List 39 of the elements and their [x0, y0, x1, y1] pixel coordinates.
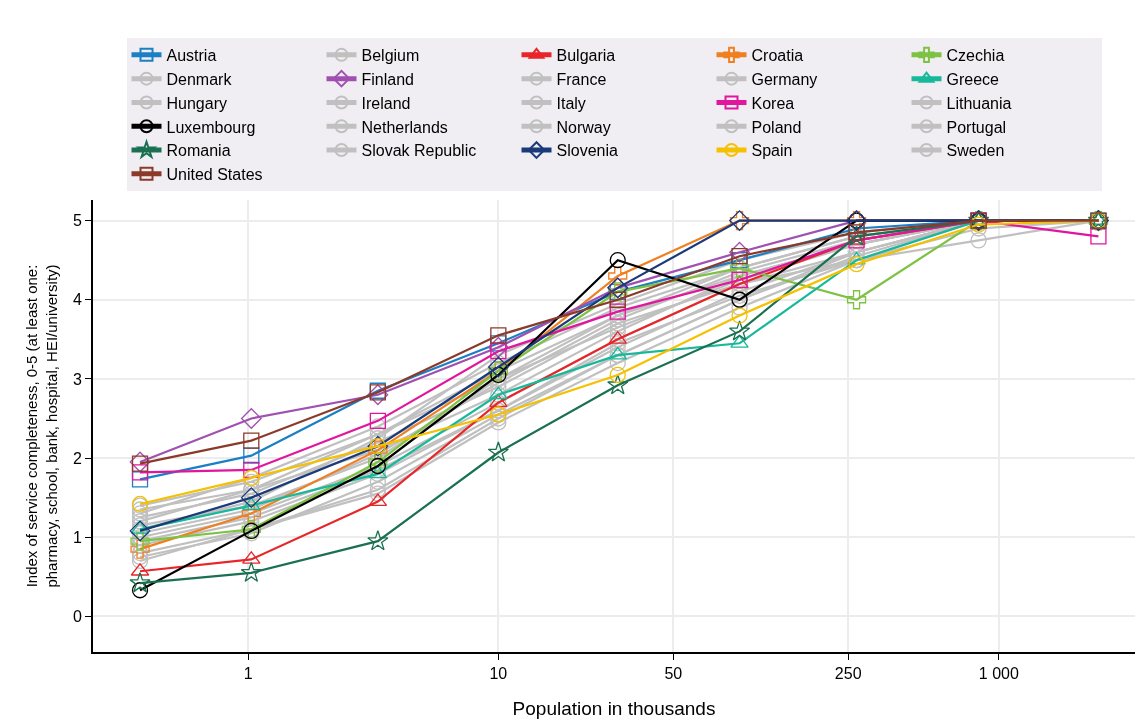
legend-label: Slovenia: [556, 142, 618, 160]
legend-label: Romania: [166, 142, 231, 160]
legend-label: Bulgaria: [556, 47, 616, 65]
y-tick-label: 5: [72, 212, 82, 230]
legend-label: Korea: [751, 94, 795, 112]
legend-label: Ireland: [361, 94, 411, 112]
y-tick-label: 4: [72, 291, 82, 309]
legend-label: Belgium: [361, 47, 420, 65]
legend-label: Czechia: [946, 47, 1005, 65]
legend-label: United States: [166, 166, 263, 184]
legend-label: Germany: [751, 70, 818, 88]
y-tick-label: 0: [72, 607, 82, 625]
legend-label: Norway: [556, 118, 611, 136]
legend-label: Slovak Republic: [361, 142, 477, 160]
legend-label: Italy: [556, 94, 586, 112]
legend-label: Poland: [751, 118, 802, 136]
legend-label: Netherlands: [361, 118, 448, 136]
legend-label: Greece: [946, 70, 1000, 88]
legend-label: Portugal: [946, 118, 1007, 136]
x-tick-label: 1 000: [978, 665, 1019, 683]
legend-label: Spain: [751, 142, 793, 160]
y-axis-title: Index of service completeness, 0-5 (at least one: pharmacy, school, bank, hospital, HEI/university): [23, 264, 60, 588]
legend-label: France: [556, 70, 607, 88]
legend-label: Luxembourg: [166, 118, 256, 136]
x-tick-label: 250: [834, 665, 862, 683]
y-tick-label: 2: [72, 449, 82, 467]
legend-label: Denmark: [166, 70, 233, 88]
x-tick-label: 10: [489, 665, 508, 683]
x-tick-label: 1: [243, 665, 253, 683]
y-tick-label: 3: [72, 370, 82, 388]
legend-label: Lithuania: [946, 94, 1012, 112]
legend-label: Finland: [361, 70, 414, 88]
x-tick-label: 50: [664, 665, 683, 683]
legend-label: Hungary: [166, 94, 227, 112]
legend-label: Austria: [166, 47, 217, 65]
y-tick-label: 1: [72, 528, 82, 546]
legend-label: Sweden: [946, 142, 1005, 160]
legend-label: Croatia: [751, 47, 804, 65]
x-axis-title: Population in thousands: [512, 697, 716, 719]
